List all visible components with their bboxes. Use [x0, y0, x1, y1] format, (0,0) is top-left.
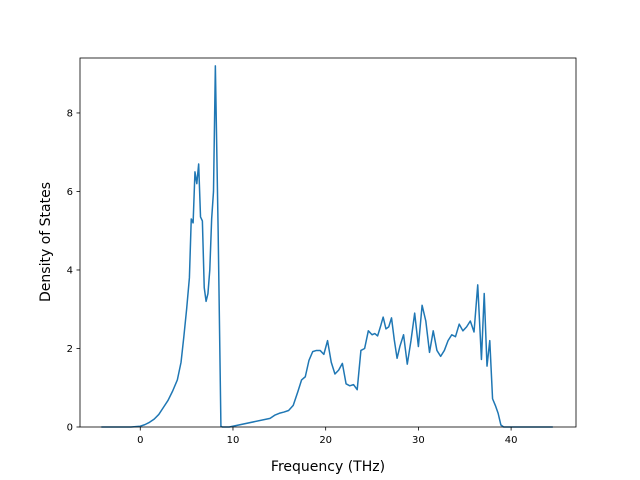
x-tick-label: 20 [319, 435, 332, 446]
y-tick-label: 8 [67, 108, 73, 119]
x-tick-label: 10 [227, 435, 240, 446]
x-tick-label: 40 [505, 435, 518, 446]
series-line-0 [101, 65, 553, 428]
x-tick-label: 0 [137, 435, 143, 446]
y-axis-label: Density of States [38, 182, 54, 302]
y-tick-label: 6 [67, 187, 73, 198]
x-tick-label: 30 [412, 435, 425, 446]
y-tick-label: 4 [67, 265, 73, 276]
plot-frame [79, 57, 577, 428]
x-axis-label: Frequency (THz) [271, 459, 385, 475]
axes: 0 10 20 30 40 0 2 4 6 8 [67, 57, 577, 446]
y-tick-label: 2 [67, 344, 73, 355]
y-tick-label: 0 [67, 423, 73, 434]
plot-area [101, 65, 553, 428]
